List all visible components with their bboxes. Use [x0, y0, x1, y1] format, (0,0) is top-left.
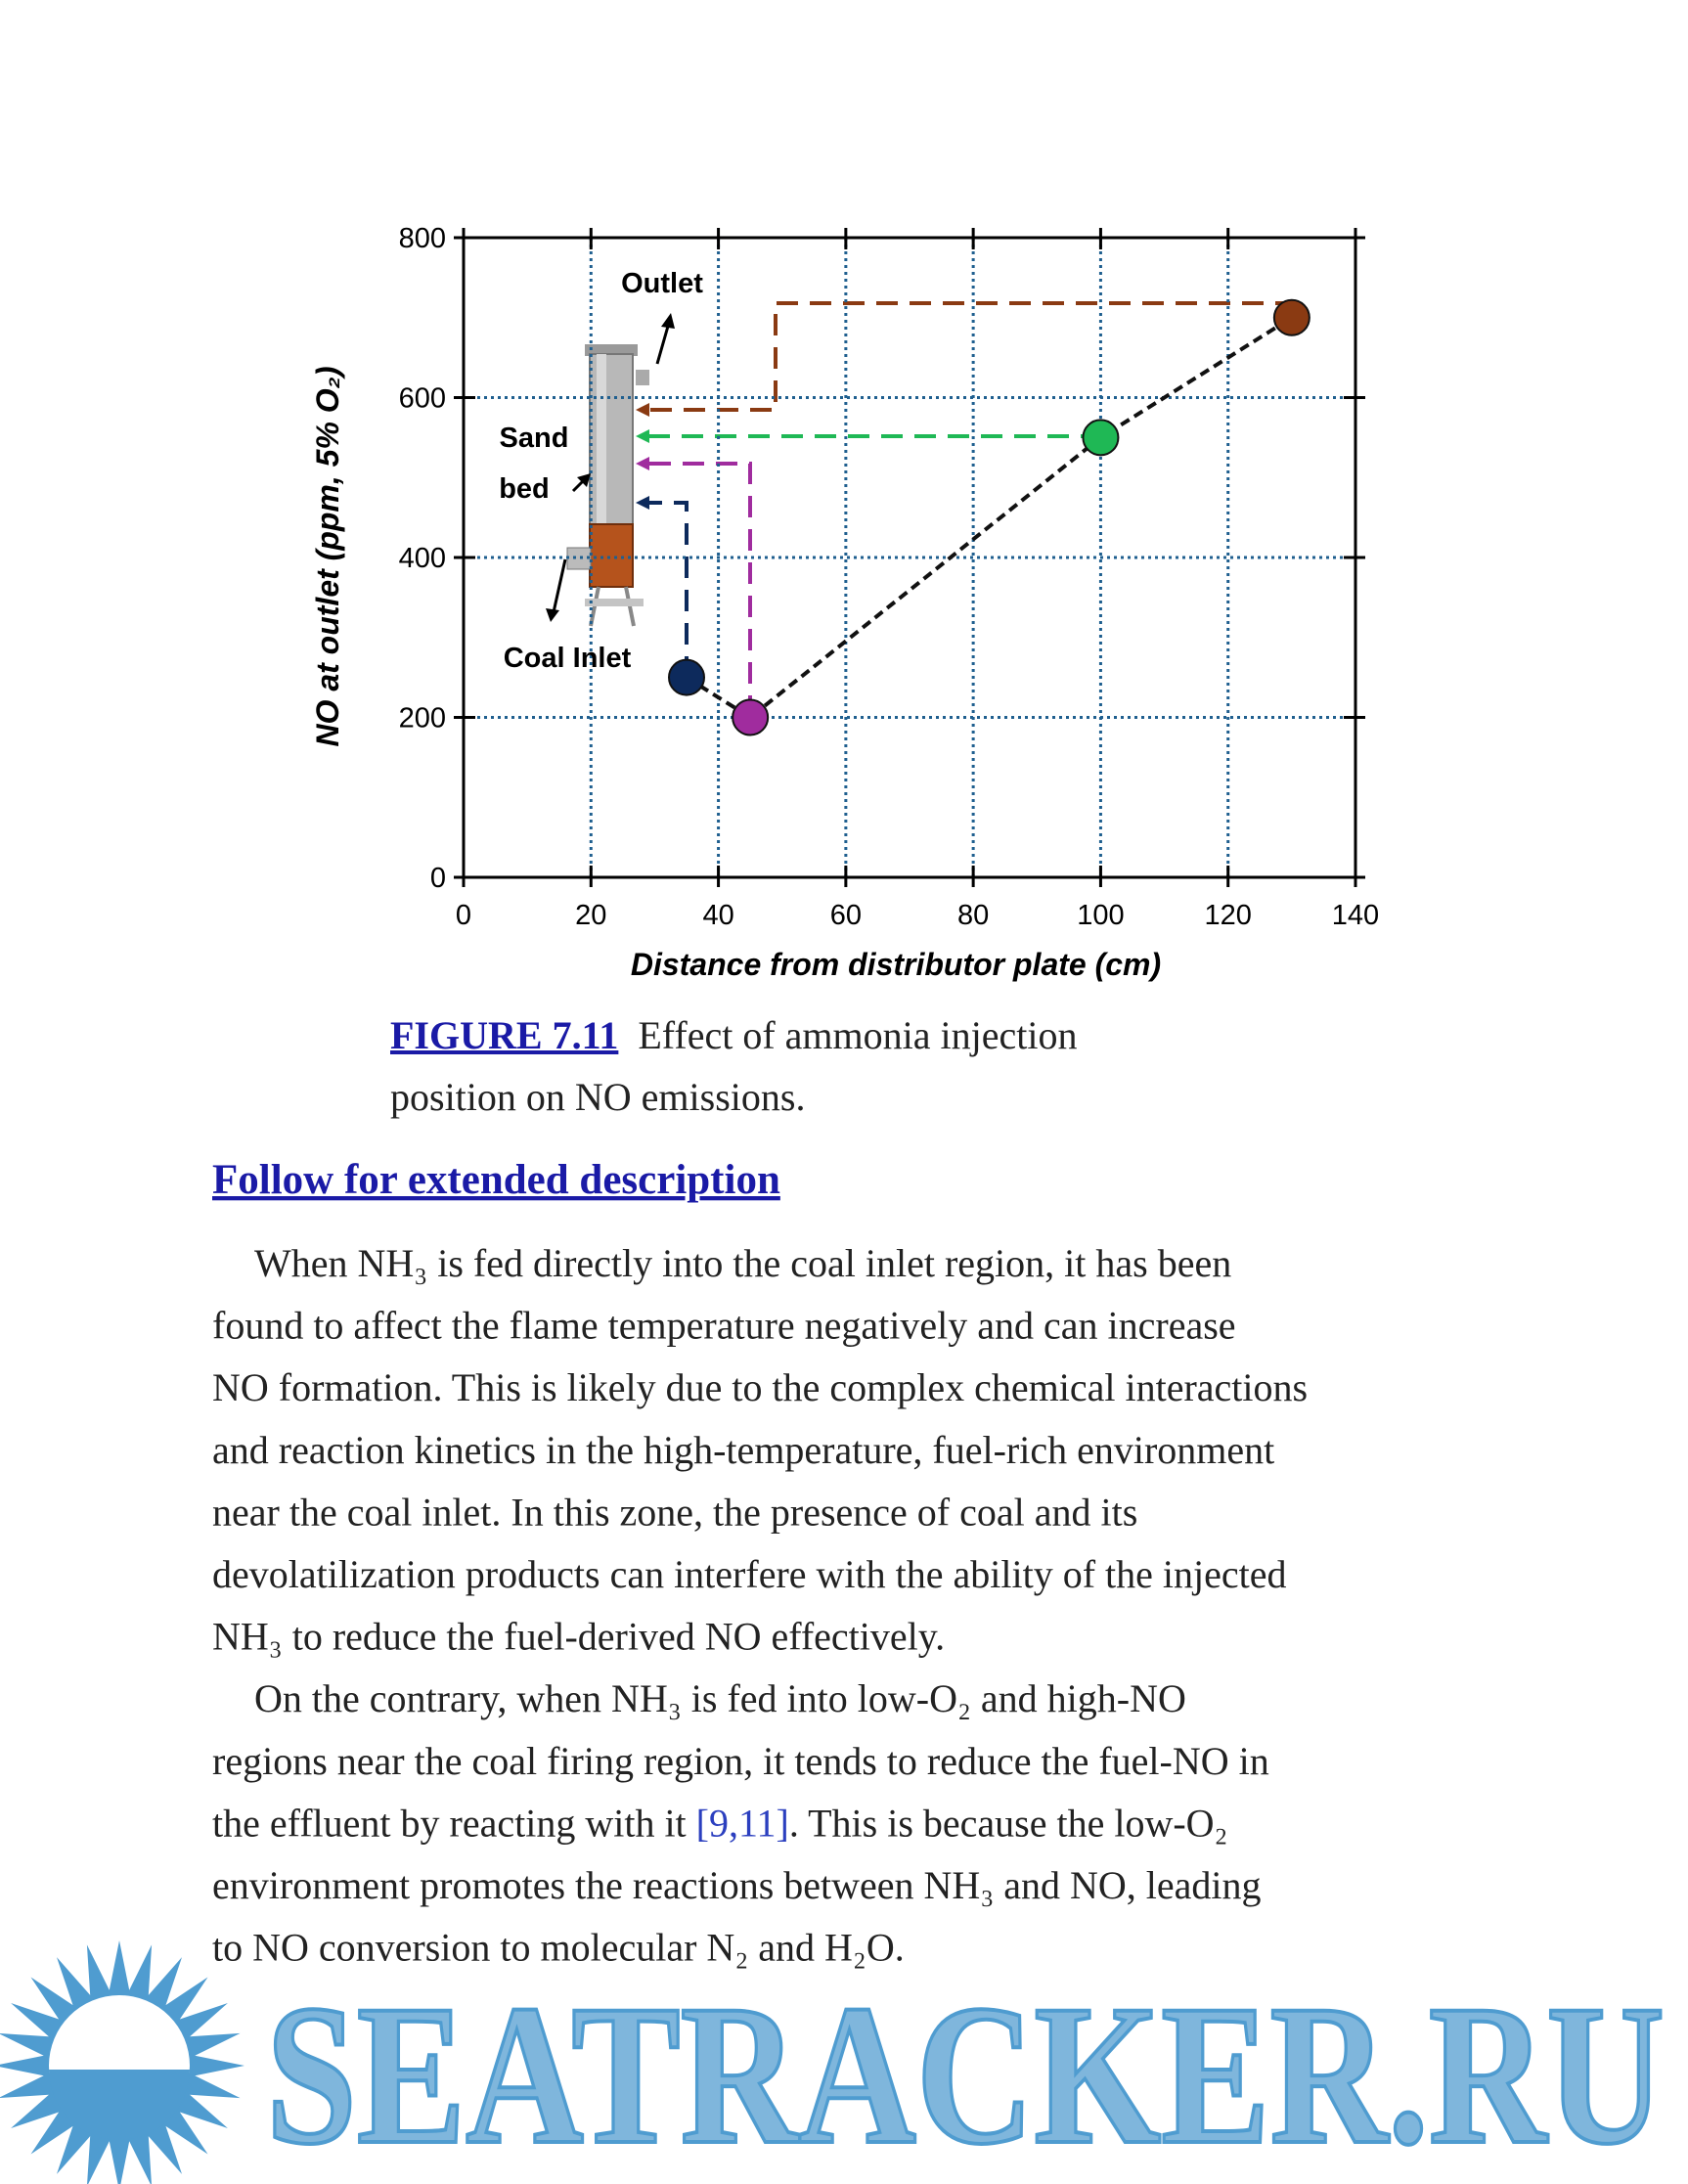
x-tick-label: 80: [957, 900, 989, 931]
body-line: near the coal inlet. In this zone, the p…: [212, 1490, 1137, 1534]
body-line: On the contrary, when NH₃ is fed into lo…: [254, 1676, 1186, 1720]
data-point: [668, 658, 705, 696]
chart: 0 20 40 60 80 100 120 140 0 200 400 600 800 Distance …: [310, 223, 1379, 982]
caption-text: Effect of ammonia injection: [638, 1013, 1077, 1057]
reactor-illustration: [566, 344, 649, 627]
x-tick-label: 40: [702, 900, 733, 931]
body-line: found to affect the flame temperature ne…: [212, 1304, 1236, 1348]
y-tick-label: 200: [399, 703, 446, 735]
document-text: FIGURE 7.11 Effect of ammonia injection po…: [212, 1013, 1308, 1970]
data-point: [1082, 419, 1120, 457]
caption-line: FIGURE 7.11 Effect of ammonia injection: [390, 1013, 1077, 1057]
body-line: and reaction kinetics in the high-temper…: [212, 1428, 1274, 1472]
body-line: to NO conversion to molecular N₂ and H₂O…: [212, 1926, 905, 1970]
data-point: [732, 698, 770, 736]
annotation: bed: [499, 473, 550, 505]
x-tick-label: 120: [1205, 900, 1252, 931]
body-line: When NH₃ is fed directly into the coal i…: [254, 1241, 1231, 1285]
watermark: SEATRACKER.RU: [0, 1940, 1666, 2184]
body-text: . This is because the low-O₂: [789, 1801, 1228, 1845]
x-tick-label: 100: [1077, 900, 1124, 931]
body-line: devolatilization products can interfere …: [212, 1552, 1287, 1596]
annotation: Outlet: [621, 268, 703, 299]
y-tick-label: 600: [399, 383, 446, 415]
sun-horizon: [49, 2070, 190, 2140]
annotation: Sand: [500, 423, 569, 454]
body-line: regions near the coal firing region, it …: [212, 1739, 1269, 1783]
body-text: the effluent by reacting with it: [212, 1801, 696, 1845]
caption-line: position on NO emissions.: [390, 1075, 805, 1119]
x-tick-label: 20: [575, 900, 606, 931]
citation-link[interactable]: [9,11]: [696, 1801, 789, 1845]
annotation: Coal Inlet: [504, 643, 632, 674]
x-axis-title: Distance from distributor plate (cm): [631, 947, 1161, 982]
arrow-heads: [546, 313, 675, 622]
injection-arrows: [645, 301, 1297, 717]
x-tick-label: 60: [830, 900, 862, 931]
x-tick-label: 140: [1332, 900, 1379, 931]
x-tick-label: 0: [456, 900, 471, 931]
extended-description-link[interactable]: Follow for extended description: [212, 1157, 780, 1203]
data-line: [685, 316, 1293, 720]
y-axis-title: NO at outlet (ppm, 5% O₂): [310, 366, 345, 746]
body-line: NH₃ to reduce the fuel-derived NO effect…: [212, 1615, 945, 1659]
data-point: [1272, 298, 1310, 336]
y-tick-label: 0: [430, 863, 446, 894]
body-line: environment promotes the reactions betwe…: [212, 1863, 1262, 1907]
figure-link[interactable]: FIGURE 7.11: [390, 1013, 618, 1057]
watermark-text: SEATRACKER.RU: [266, 1964, 1665, 2184]
body-line: the effluent by reacting with it [9,11].…: [212, 1801, 1228, 1845]
y-tick-label: 800: [399, 223, 446, 254]
body-line: NO formation. This is likely due to the …: [212, 1365, 1308, 1409]
y-tick-label: 400: [399, 543, 446, 574]
